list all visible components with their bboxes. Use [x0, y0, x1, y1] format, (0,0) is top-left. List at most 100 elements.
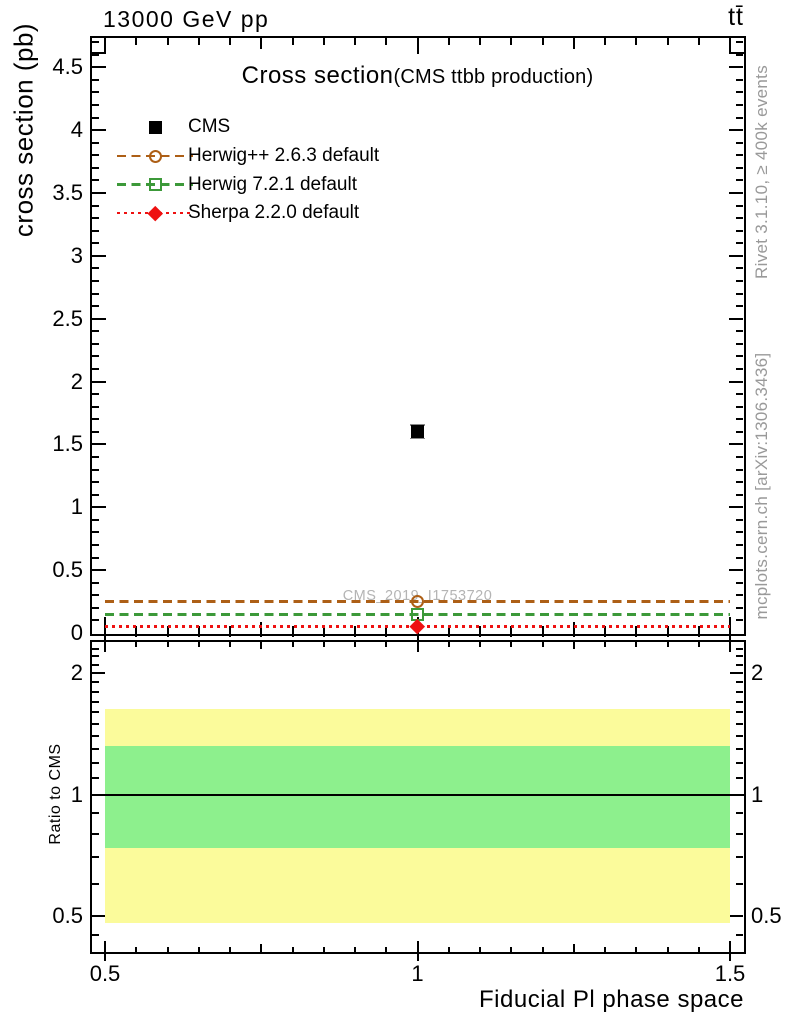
y-tick [736, 493, 743, 496]
y-tick [729, 380, 743, 383]
x-tick [572, 642, 575, 650]
x-tick [385, 626, 388, 637]
y-tick [92, 280, 99, 283]
y-tick-label: 4.5 [52, 54, 83, 80]
ratio-y-tick-label: 1 [70, 781, 83, 807]
y-tick-label: 2.5 [52, 305, 83, 331]
ratio-y-tick [736, 832, 743, 835]
plot-title: Cross section(CMS ttbb production) [91, 62, 744, 90]
x-tick [729, 941, 731, 962]
x-tick [260, 38, 263, 49]
y-tick [92, 53, 99, 56]
x-tick [604, 947, 606, 955]
x-tick [541, 626, 544, 637]
x-tick [572, 944, 575, 955]
y-tick [92, 166, 99, 169]
x-tick-label: 1 [411, 961, 424, 986]
y-tick [736, 355, 743, 358]
x-tick [447, 626, 450, 637]
ratio-y-tick [92, 722, 99, 725]
y-tick [92, 204, 99, 207]
y-tick [736, 544, 743, 546]
x-tick [135, 642, 138, 647]
y-tick [92, 355, 99, 358]
y-tick-label: 4 [70, 117, 83, 143]
x-tick [260, 642, 263, 650]
x-tick [197, 642, 200, 647]
corner-step [729, 52, 744, 54]
y-tick-label: 3 [70, 242, 83, 268]
ratio-y-tick-major [730, 672, 743, 675]
legend-marker [148, 120, 162, 134]
legend-marker [148, 149, 162, 163]
x-tick [416, 941, 419, 962]
y-tick [729, 192, 743, 195]
x-tick [135, 947, 138, 955]
y-tick [92, 368, 99, 371]
y-tick-label: 0.5 [52, 557, 83, 583]
plot-title-sub: (CMS ttbb production) [393, 66, 594, 88]
ratio-y-tick [92, 832, 99, 835]
x-tick [510, 38, 513, 45]
y-tick [736, 481, 743, 484]
x-tick [197, 38, 200, 45]
x-tick [447, 642, 450, 647]
legend-line-sample [117, 183, 193, 186]
x-tick [385, 947, 388, 955]
ratio-reference-line [91, 793, 744, 796]
x-tick [354, 642, 356, 647]
process-label: tt̄ [728, 3, 744, 31]
x-tick [104, 617, 106, 642]
y-tick [736, 418, 743, 421]
x-axis-title: Fiducial Pl phase space [479, 986, 744, 1013]
legend-item-label: Sherpa 2.2.0 default [188, 202, 360, 223]
y-tick [92, 405, 99, 408]
x-tick [322, 642, 325, 647]
x-tick [697, 642, 700, 647]
y-tick [92, 443, 106, 446]
y-tick [736, 430, 743, 433]
ratio-y-tick [92, 734, 99, 737]
x-tick [291, 38, 294, 45]
legend-item-label: Herwig 7.2.1 default [188, 173, 357, 195]
y-tick [92, 129, 106, 132]
x-tick [229, 642, 231, 647]
ratio-y-tick-label: 1 [751, 781, 764, 807]
x-tick [479, 947, 481, 955]
x-tick [666, 38, 669, 45]
y-tick [736, 217, 743, 220]
x-tick [166, 947, 169, 955]
legend-item-label: Herwig++ 2.6.3 default [188, 145, 380, 166]
x-tick [604, 626, 606, 637]
ratio-y-tick [92, 711, 99, 714]
y-tick [736, 166, 743, 169]
x-tick [510, 626, 513, 637]
x-tick-label: 1.5 [714, 961, 746, 986]
x-tick [729, 642, 731, 653]
y-tick [92, 192, 106, 195]
y-tick [92, 317, 106, 320]
x-tick [697, 38, 700, 45]
y-tick [736, 204, 743, 207]
x-tick [479, 642, 481, 647]
inner-uncertainty-band [105, 745, 730, 848]
y-tick [92, 78, 99, 81]
y-tick [92, 292, 99, 295]
x-tick [447, 947, 450, 955]
x-tick [135, 38, 138, 45]
ratio-y-tick [736, 655, 743, 658]
y-tick [729, 443, 743, 446]
y-tick [92, 506, 106, 509]
y-tick [92, 179, 99, 182]
x-tick [135, 626, 138, 637]
ratio-y-tick [736, 747, 743, 750]
ratio-y-tick-label: 2 [70, 660, 83, 686]
y-tick [92, 380, 106, 383]
x-tick [291, 947, 294, 955]
y-tick [736, 468, 743, 471]
corner-step [91, 52, 106, 54]
y-tick [736, 267, 743, 270]
legend-item-label: CMS [188, 116, 231, 137]
ratio-y-tick [92, 681, 99, 684]
